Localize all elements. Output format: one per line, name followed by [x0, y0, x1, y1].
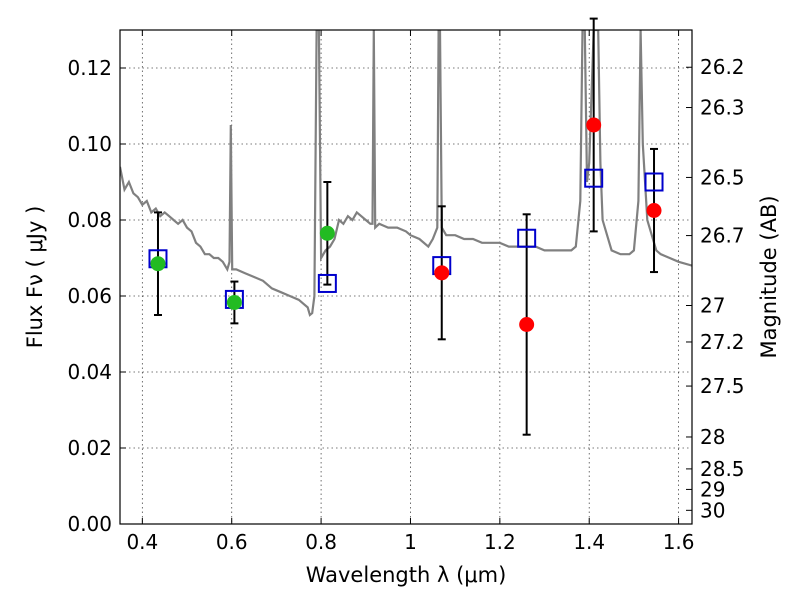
green-data-point [226, 294, 242, 310]
y2-tick-label: 27.2 [700, 330, 745, 354]
red-data-point [434, 265, 450, 281]
y2-tick-label: 26.7 [700, 224, 745, 248]
model-spectrum [120, 30, 692, 317]
y2-tick-label: 28.5 [700, 457, 745, 481]
x-tick-label: 1.6 [663, 530, 695, 554]
x-tick-label: 0.6 [216, 530, 248, 554]
model-flux-square [317, 273, 337, 293]
y2-tick-label: 30 [700, 498, 725, 522]
model-flux-square [644, 172, 664, 192]
green-data-point [319, 225, 335, 241]
y2-tick-label: 27 [700, 294, 725, 318]
y2-tick-label: 27.5 [700, 374, 745, 398]
grid-lines [120, 30, 692, 524]
y-axis-ticks: 0.00 0.02 0.04 0.06 0.08 0.10 0.12 [67, 56, 126, 536]
y2-axis-label: Magnitude (AB) [757, 195, 781, 358]
model-flux-square [584, 168, 604, 188]
x-axis-label: Wavelength λ (μm) [306, 563, 507, 587]
x-tick-label: 1 [404, 530, 417, 554]
red-data-point [586, 117, 602, 133]
y2-tick-label: 26.2 [700, 55, 745, 79]
y2-tick-label: 26.5 [700, 165, 745, 189]
red-data-point [519, 317, 535, 332]
error-bars [153, 17, 659, 436]
green-data-point [150, 256, 166, 272]
red-data-point [646, 203, 662, 218]
x-tick-label: 0.8 [305, 530, 337, 554]
y2-tick-label: 26.3 [700, 96, 745, 120]
y-tick-label: 0.12 [67, 56, 112, 80]
y2-tick-label: 29 [700, 477, 725, 501]
model-spectrum-line [120, 30, 692, 317]
x-axis-ticks: 0.4 0.6 0.8 1 1.2 1.4 1.6 [126, 30, 695, 554]
y2-tick-label: 28 [700, 425, 725, 449]
y-tick-label: 0.10 [67, 132, 112, 156]
x-tick-label: 1.4 [573, 530, 605, 554]
plot-frame [119, 29, 693, 525]
y-tick-label: 0.08 [67, 208, 112, 232]
x-tick-label: 1.2 [484, 530, 516, 554]
y-tick-label: 0.06 [67, 284, 112, 308]
data-markers [148, 117, 664, 332]
y-axis-label: Flux Fν ( μJy ) [23, 206, 47, 349]
y-tick-label: 0.04 [67, 360, 112, 384]
y-tick-label: 0.00 [67, 512, 112, 536]
model-flux-square [517, 228, 537, 248]
x-tick-label: 0.4 [126, 530, 158, 554]
y-tick-label: 0.02 [67, 436, 112, 460]
